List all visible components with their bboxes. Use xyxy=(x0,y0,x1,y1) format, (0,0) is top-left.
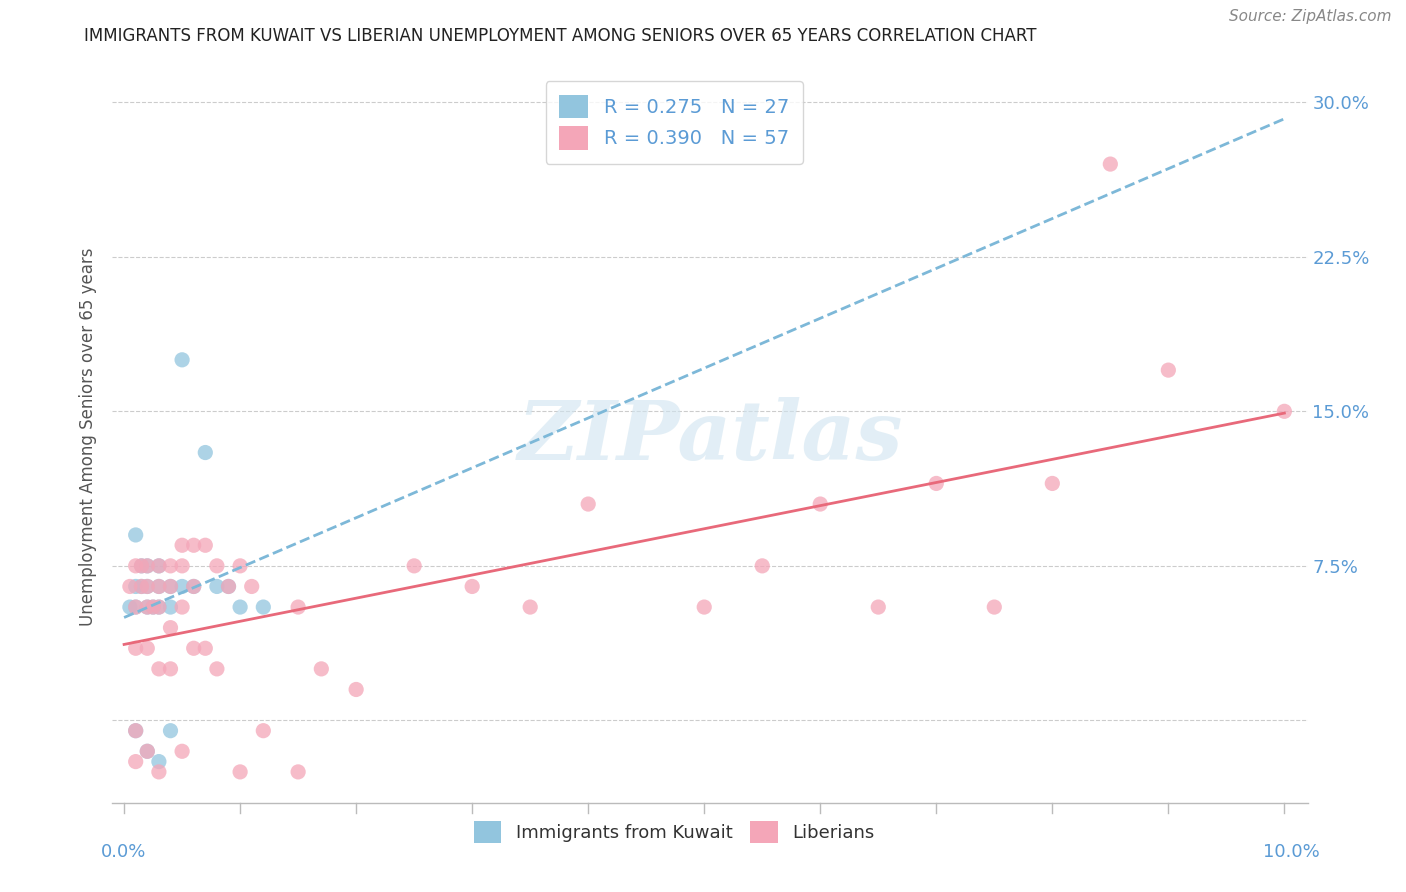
Text: 10.0%: 10.0% xyxy=(1263,843,1320,861)
Point xyxy=(751,558,773,573)
Point xyxy=(205,662,228,676)
Point xyxy=(148,600,170,615)
Point xyxy=(287,764,309,779)
Point xyxy=(159,579,181,593)
Point xyxy=(344,682,367,697)
Point xyxy=(118,600,141,615)
Point xyxy=(136,579,159,593)
Point xyxy=(868,600,890,615)
Point xyxy=(229,600,252,615)
Point xyxy=(183,579,205,593)
Point xyxy=(136,641,159,656)
Point xyxy=(125,528,148,542)
Point xyxy=(172,579,194,593)
Point xyxy=(148,755,170,769)
Point xyxy=(159,621,181,635)
Point xyxy=(983,600,1005,615)
Point xyxy=(205,558,228,573)
Point xyxy=(159,579,181,593)
Point xyxy=(136,744,159,758)
Point xyxy=(194,445,217,459)
Point xyxy=(125,579,148,593)
Point xyxy=(136,600,159,615)
Point xyxy=(125,600,148,615)
Point xyxy=(159,558,181,573)
Text: 0.0%: 0.0% xyxy=(101,843,146,861)
Point xyxy=(218,579,240,593)
Point xyxy=(125,723,148,738)
Point xyxy=(159,723,181,738)
Point xyxy=(404,558,426,573)
Point xyxy=(125,641,148,656)
Point xyxy=(136,744,159,758)
Point xyxy=(229,558,252,573)
Point xyxy=(148,600,170,615)
Point xyxy=(131,558,153,573)
Point xyxy=(172,558,194,573)
Point xyxy=(136,579,159,593)
Text: Source: ZipAtlas.com: Source: ZipAtlas.com xyxy=(1229,9,1392,24)
Point xyxy=(576,497,599,511)
Point xyxy=(136,558,159,573)
Point xyxy=(159,600,181,615)
Point xyxy=(131,579,153,593)
Point xyxy=(1272,404,1295,418)
Point xyxy=(148,764,170,779)
Point xyxy=(142,600,165,615)
Point xyxy=(183,538,205,552)
Point xyxy=(172,744,194,758)
Point xyxy=(693,600,716,615)
Point xyxy=(311,662,333,676)
Point xyxy=(172,538,194,552)
Text: ZIPatlas: ZIPatlas xyxy=(517,397,903,477)
Y-axis label: Unemployment Among Seniors over 65 years: Unemployment Among Seniors over 65 years xyxy=(79,248,97,626)
Point xyxy=(142,600,165,615)
Point xyxy=(240,579,263,593)
Point xyxy=(808,497,831,511)
Point xyxy=(519,600,541,615)
Point xyxy=(136,558,159,573)
Point xyxy=(148,662,170,676)
Point xyxy=(136,600,159,615)
Point xyxy=(252,600,274,615)
Point xyxy=(172,600,194,615)
Text: IMMIGRANTS FROM KUWAIT VS LIBERIAN UNEMPLOYMENT AMONG SENIORS OVER 65 YEARS CORR: IMMIGRANTS FROM KUWAIT VS LIBERIAN UNEMP… xyxy=(84,27,1036,45)
Point xyxy=(131,558,153,573)
Point xyxy=(118,579,141,593)
Point xyxy=(148,579,170,593)
Point xyxy=(148,558,170,573)
Point xyxy=(172,352,194,367)
Point xyxy=(252,723,274,738)
Point xyxy=(183,579,205,593)
Point xyxy=(218,579,240,593)
Point xyxy=(194,641,217,656)
Point xyxy=(1040,476,1063,491)
Point xyxy=(229,764,252,779)
Point xyxy=(1157,363,1180,377)
Legend: Immigrants from Kuwait, Liberians: Immigrants from Kuwait, Liberians xyxy=(465,813,883,852)
Point xyxy=(183,641,205,656)
Point xyxy=(1099,157,1122,171)
Point xyxy=(131,579,153,593)
Point xyxy=(148,579,170,593)
Point xyxy=(125,600,148,615)
Point xyxy=(159,662,181,676)
Point xyxy=(461,579,484,593)
Point xyxy=(287,600,309,615)
Point xyxy=(148,558,170,573)
Point xyxy=(205,579,228,593)
Point xyxy=(194,538,217,552)
Point xyxy=(125,558,148,573)
Point xyxy=(925,476,948,491)
Point xyxy=(125,723,148,738)
Point xyxy=(125,755,148,769)
